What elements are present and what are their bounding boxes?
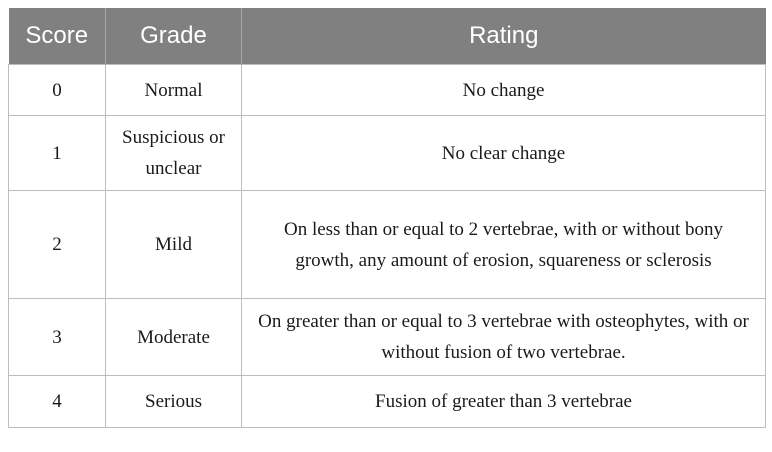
grade-cell: Moderate (105, 298, 242, 376)
score-cell: 1 (8, 115, 106, 191)
grade-cell: Suspicious or unclear (105, 115, 242, 191)
rating-cell: No change (241, 64, 766, 116)
table-row: 1 Suspicious or unclear No clear change (8, 115, 766, 191)
table-row: 4 Serious Fusion of greater than 3 verte… (8, 375, 766, 428)
table-row: 2 Mild On less than or equal to 2 verteb… (8, 190, 766, 299)
column-header-score: Score (8, 8, 106, 65)
header-row: Score Grade Rating (8, 8, 766, 65)
score-cell: 4 (8, 375, 106, 428)
rating-cell: On less than or equal to 2 vertebrae, wi… (241, 190, 766, 299)
score-cell: 2 (8, 190, 106, 299)
rating-cell: No clear change (241, 115, 766, 191)
table-header: Score Grade Rating (8, 8, 766, 65)
score-cell: 3 (8, 298, 106, 376)
grading-table: Score Grade Rating 0 Normal No change 1 … (8, 8, 766, 428)
table-row: 0 Normal No change (8, 64, 766, 116)
grade-cell: Mild (105, 190, 242, 299)
table-body: 0 Normal No change 1 Suspicious or uncle… (8, 64, 766, 428)
score-cell: 0 (8, 64, 106, 116)
column-header-grade: Grade (105, 8, 242, 65)
grade-cell: Serious (105, 375, 242, 428)
grade-cell: Normal (105, 64, 242, 116)
rating-cell: On greater than or equal to 3 vertebrae … (241, 298, 766, 376)
table-row: 3 Moderate On greater than or equal to 3… (8, 298, 766, 376)
rating-cell: Fusion of greater than 3 vertebrae (241, 375, 766, 428)
column-header-rating: Rating (241, 8, 766, 65)
